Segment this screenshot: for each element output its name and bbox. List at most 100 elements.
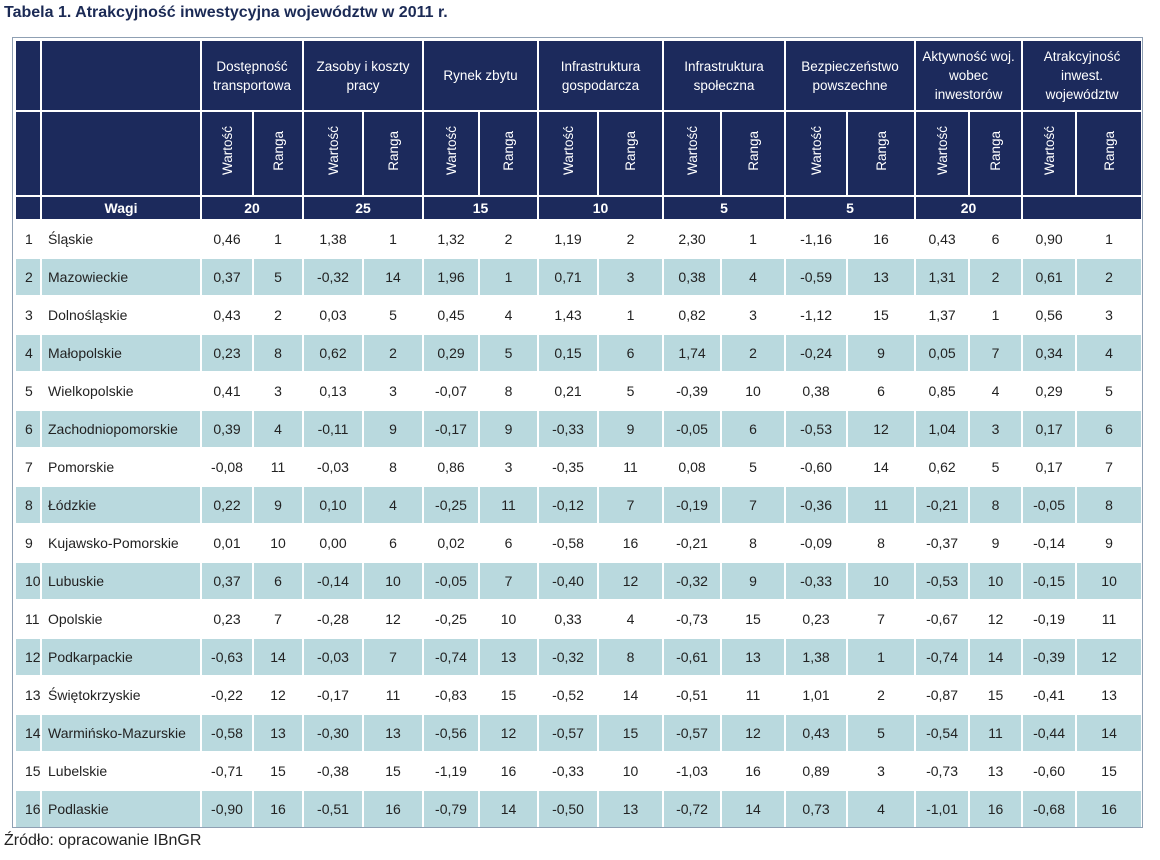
rank-cell: 8 [254, 335, 302, 371]
rank-cell: 14 [1077, 715, 1142, 751]
row-number: 6 [16, 411, 40, 447]
row-number: 14 [16, 715, 41, 751]
group-weight: 25 [304, 197, 423, 219]
value-cell: -0,50 [539, 791, 598, 827]
table-row: 11 Opolskie 0,23 7 -0,28 12 -0,25 10 0,33 4 -0,73 1… [16, 601, 1142, 637]
weights-label: Wagi [42, 197, 200, 219]
header-blank [42, 41, 200, 110]
rank-cell: 3 [1077, 297, 1142, 333]
rank-cell: 2 [970, 259, 1022, 295]
value-cell: -0,58 [202, 715, 252, 751]
value-cell: -0,63 [202, 639, 252, 675]
table-row: 9 Kujawsko-Pomorskie 0,01 10 0,00 6 0,02 6 -0,58… [16, 525, 1142, 561]
rank-cell: 6 [599, 335, 663, 371]
value-cell: 0,10 [304, 487, 362, 523]
value-cell: -0,51 [664, 677, 721, 713]
column-header-label: Ranga [270, 131, 286, 171]
voivodeship-name: Zachodniopomorskie [42, 411, 200, 447]
rank-cell: 1 [254, 221, 302, 257]
value-cell: -0,33 [539, 753, 598, 789]
voivodeship-name: Opolskie [42, 601, 200, 637]
table-row: 8 Łódzkie 0,22 9 0,10 4 -0,25 11 -0,12 7 -0,19 7 -0,… [16, 487, 1142, 523]
rank-cell: 2 [364, 335, 423, 371]
rank-cell: 4 [1077, 335, 1142, 371]
value-cell: -0,53 [916, 563, 969, 599]
value-cell: -0,36 [786, 487, 847, 523]
header-blank [16, 41, 40, 110]
rank-cell: 4 [480, 297, 538, 333]
value-cell: -0,05 [1023, 487, 1076, 523]
value-cell: -0,19 [1023, 601, 1076, 637]
value-cell: -0,05 [664, 411, 721, 447]
rank-cell: 5 [480, 335, 538, 371]
rank-cell: 4 [364, 487, 423, 523]
value-cell: 0,73 [786, 791, 847, 827]
rank-cell: 9 [480, 411, 538, 447]
column-header-label: Wartość [219, 126, 235, 176]
rank-cell: 10 [848, 563, 915, 599]
value-cell: 0,05 [916, 335, 969, 371]
rank-cell: 6 [722, 411, 785, 447]
value-cell: -0,73 [664, 601, 721, 637]
value-cell: 0,23 [202, 601, 252, 637]
rank-cell: 1 [970, 297, 1022, 333]
value-cell: -0,56 [424, 715, 479, 751]
voivodeship-name: Podkarpackie [42, 639, 200, 675]
value-cell: 0,61 [1023, 259, 1076, 295]
value-cell: 0,89 [786, 753, 847, 789]
value-cell: 0,13 [304, 373, 362, 409]
rank-cell: 16 [848, 221, 915, 257]
value-cell: 1,04 [916, 411, 969, 447]
rank-cell: 15 [848, 297, 915, 333]
value-cell: -0,68 [1023, 791, 1076, 827]
rank-cell: 9 [364, 411, 423, 447]
rank-cell: 2 [722, 335, 785, 371]
rank-cell: 1 [1077, 221, 1142, 257]
row-number: 10 [16, 563, 41, 599]
value-cell: -0,72 [664, 791, 721, 827]
value-cell: 0,38 [664, 259, 721, 295]
row-number: 9 [16, 525, 40, 561]
value-cell: 0,23 [202, 335, 252, 371]
rank-cell: 8 [970, 487, 1022, 523]
rank-cell: 14 [848, 449, 915, 485]
rank-cell: 12 [970, 601, 1022, 637]
rank-cell: 9 [970, 525, 1022, 561]
rank-cell: 9 [848, 335, 915, 371]
voivodeship-name: Dolnośląskie [42, 297, 200, 333]
rank-cell: 5 [254, 259, 302, 295]
rank-column-header: Ranga [848, 112, 915, 195]
table-row: 10 Lubuskie 0,37 6 -0,14 10 -0,05 7 -0,40 12 -0,32… [16, 563, 1142, 599]
rank-cell: 7 [254, 601, 302, 637]
rank-column-header: Ranga [599, 112, 663, 195]
table-row: 16 Podlaskie -0,90 16 -0,51 16 -0,79 14 -0,50 13-… [16, 791, 1142, 827]
rank-cell: 9 [599, 411, 663, 447]
voivodeship-name: Mazowieckie [42, 259, 200, 295]
value-cell: 0,37 [202, 259, 252, 295]
rank-cell: 6 [848, 373, 915, 409]
value-cell: -0,67 [916, 601, 969, 637]
rank-cell: 3 [848, 753, 915, 789]
rank-cell: 1 [722, 221, 785, 257]
value-cell: -0,03 [304, 639, 362, 675]
rank-cell: 10 [970, 563, 1022, 599]
voivodeship-name: Kujawsko-Pomorskie [42, 525, 200, 561]
source-note: Źródło: opracowanie IBnGR [4, 832, 202, 849]
value-cell: -0,90 [202, 791, 252, 827]
value-cell: -0,61 [664, 639, 721, 675]
value-cell: -0,57 [539, 715, 598, 751]
value-cell: 1,32 [424, 221, 479, 257]
row-number: 4 [16, 335, 40, 371]
rank-cell: 11 [480, 487, 538, 523]
header-blank [16, 197, 40, 219]
rank-cell: 13 [970, 753, 1022, 789]
value-cell: 0,37 [202, 563, 252, 599]
voivodeship-name: Śląskie [42, 221, 200, 257]
rank-cell: 8 [364, 449, 423, 485]
column-header-label: Ranga [1101, 131, 1117, 171]
rank-cell: 12 [364, 601, 423, 637]
value-cell: -0,87 [916, 677, 969, 713]
column-header-label: Wartość [325, 126, 341, 176]
value-cell: -0,41 [1023, 677, 1076, 713]
table-row: 13 Świętokrzyskie -0,22 12 -0,17 11 -0,83 15 -0,… [16, 677, 1142, 713]
